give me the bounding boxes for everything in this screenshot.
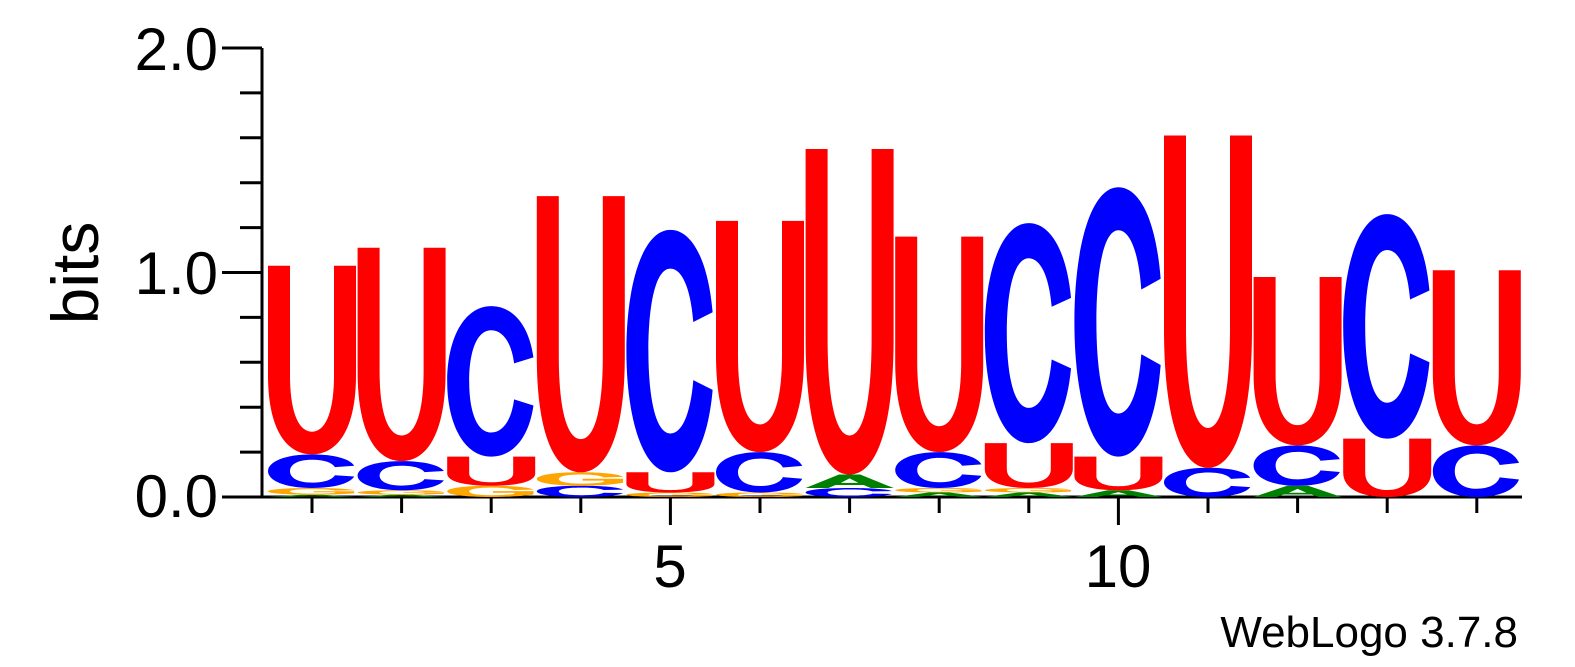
letter-C-pos-6 [716, 452, 803, 493]
letter-U-pos-3 [447, 456, 536, 486]
stack-position-7 [805, 149, 894, 497]
stack-position-2 [357, 247, 446, 497]
letter-U-pos-13 [1343, 438, 1432, 497]
stack-position-4 [536, 196, 625, 497]
letter-stacks [268, 135, 1521, 498]
stack-position-3 [447, 306, 536, 497]
stack-position-13 [1343, 214, 1432, 497]
letter-U-pos-10 [1074, 456, 1163, 491]
letter-U-pos-7 [805, 149, 894, 475]
letter-U-pos-11 [1164, 135, 1252, 468]
y-tick-label-2: 2.0 [135, 16, 218, 83]
letter-C-pos-14 [1432, 445, 1520, 498]
letter-C-pos-3 [447, 306, 534, 457]
letter-U-pos-12 [1253, 276, 1342, 446]
letter-G-pos-6 [716, 492, 803, 497]
letter-C-pos-12 [1253, 445, 1340, 486]
letter-U-pos-14 [1432, 270, 1521, 446]
letter-C-pos-4 [536, 485, 624, 497]
weblogo-version-label: WebLogo 3.7.8 [1220, 608, 1518, 657]
letter-G-pos-2 [357, 490, 444, 495]
y-ticks [222, 46, 262, 499]
letter-G-pos-8 [895, 488, 982, 493]
letter-G-pos-4 [536, 472, 624, 486]
letter-U-pos-5 [626, 472, 715, 493]
letter-U-pos-1 [268, 265, 356, 455]
letter-U-pos-2 [357, 247, 446, 462]
x-tick-label-10: 10 [1085, 533, 1152, 600]
letter-C-pos-10 [1074, 187, 1161, 457]
letter-G-pos-9 [984, 488, 1072, 493]
letter-C-pos-13 [1343, 214, 1430, 439]
letter-C-pos-7 [805, 488, 892, 497]
stack-position-10 [1074, 187, 1163, 497]
x-tick-label-5: 5 [653, 533, 686, 600]
stack-position-9 [984, 223, 1073, 497]
y-tick-label-0: 0.0 [135, 463, 218, 530]
letter-C-pos-9 [984, 223, 1072, 444]
letter-G-pos-3 [447, 485, 534, 497]
letter-C-pos-11 [1164, 467, 1251, 497]
letter-G-pos-5 [626, 492, 713, 497]
y-tick-label-1: 1.0 [135, 240, 218, 307]
x-ticks [310, 497, 1479, 525]
y-axis-label: bits [38, 222, 112, 325]
stack-position-12 [1253, 276, 1342, 497]
letter-U-pos-4 [536, 196, 625, 473]
stack-position-14 [1432, 270, 1521, 498]
letter-C-pos-5 [626, 229, 713, 473]
stack-position-5 [626, 229, 715, 497]
letter-G-pos-1 [268, 488, 355, 495]
letter-A-pos-12 [1253, 485, 1342, 497]
letter-C-pos-8 [895, 452, 982, 489]
letter-C-pos-1 [268, 454, 355, 489]
letter-A-pos-7 [805, 474, 894, 489]
letter-U-pos-8 [895, 236, 984, 453]
stack-position-6 [716, 220, 804, 497]
stack-position-1 [268, 265, 356, 497]
stack-position-11 [1164, 135, 1252, 497]
letter-C-pos-2 [357, 461, 444, 491]
stack-position-8 [895, 236, 984, 497]
letter-U-pos-6 [716, 220, 804, 453]
letter-U-pos-9 [984, 443, 1073, 489]
